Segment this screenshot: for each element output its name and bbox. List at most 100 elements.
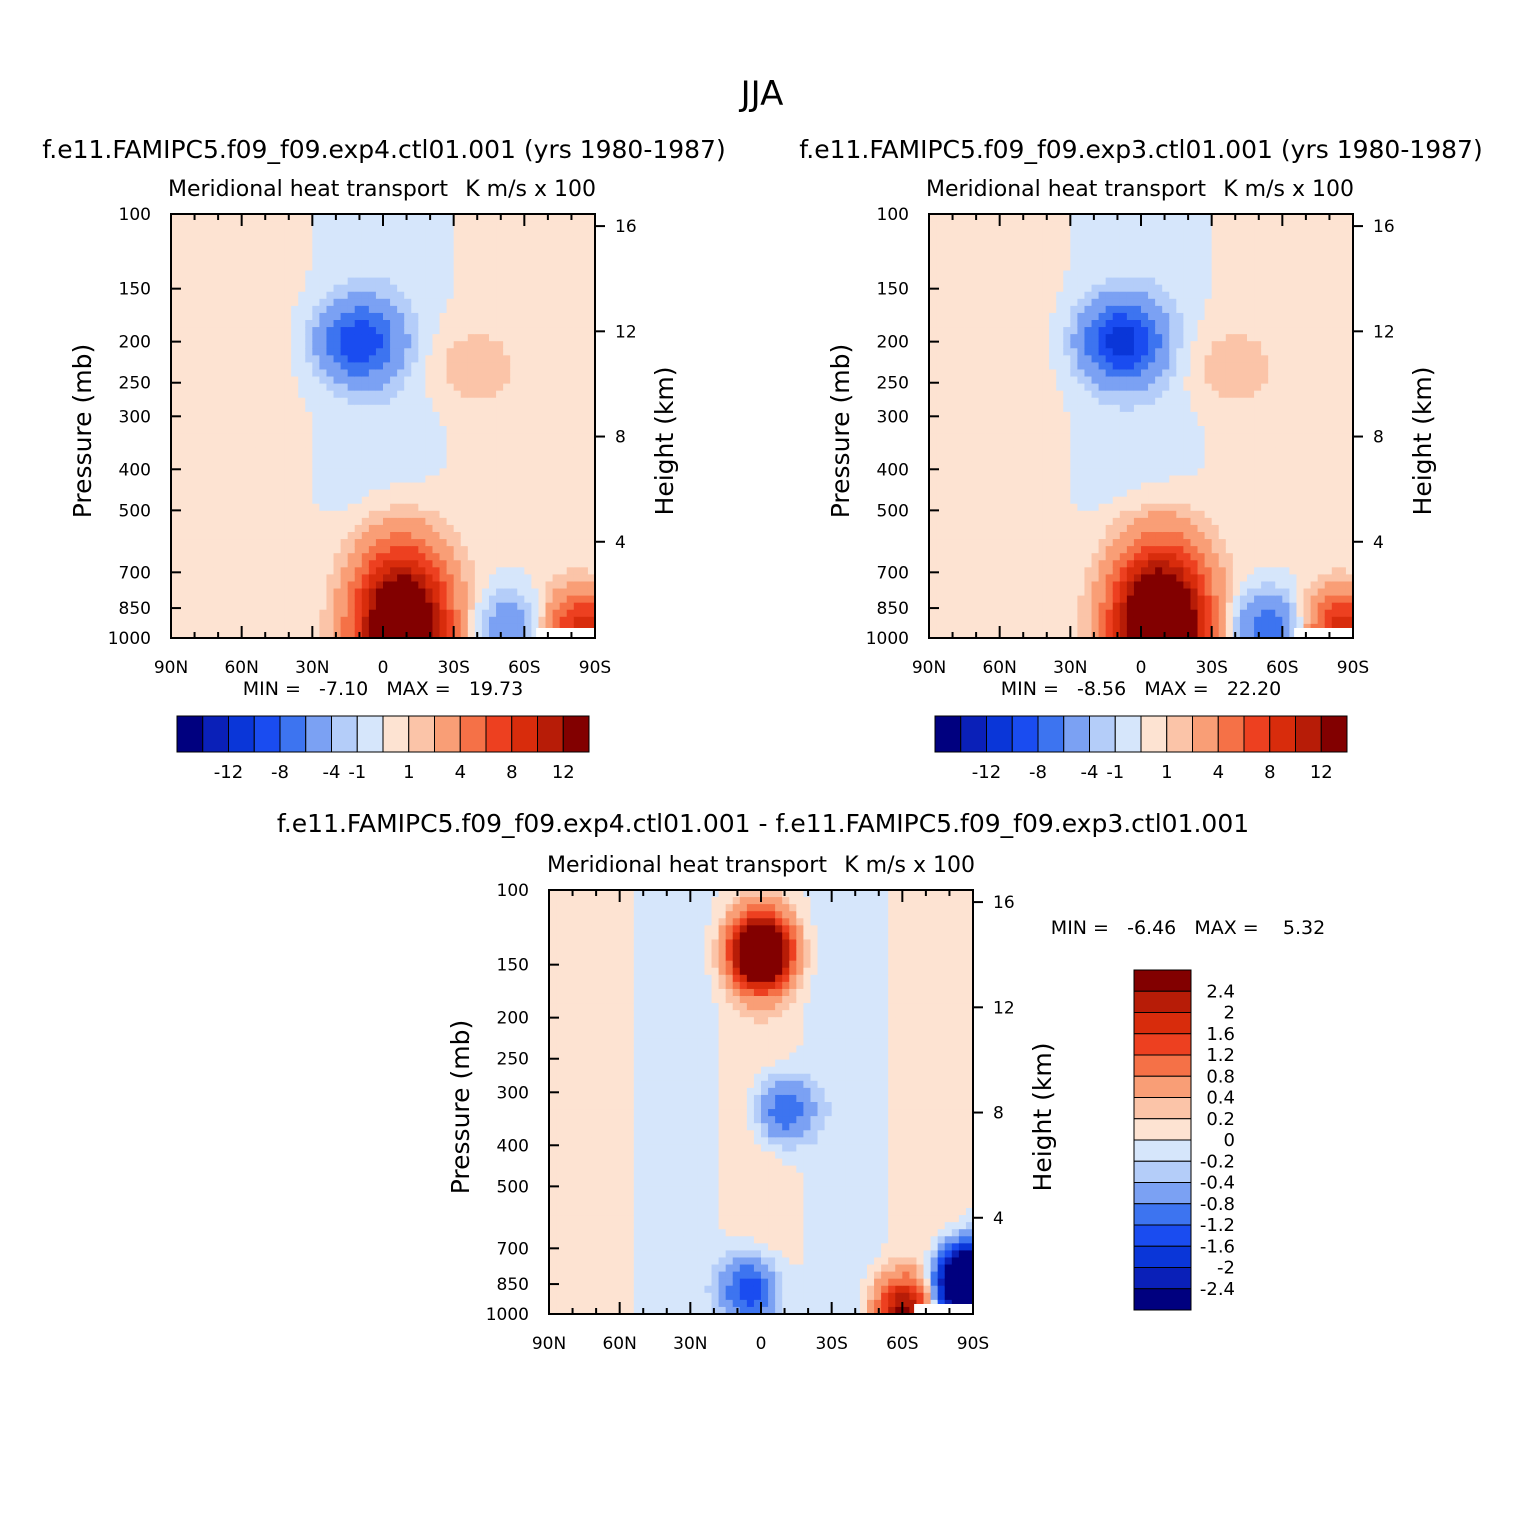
right-cell [1056, 574, 1064, 583]
left-cell [496, 284, 504, 293]
left-cell [255, 454, 264, 462]
left-cell [460, 228, 469, 236]
left-cell [347, 305, 356, 314]
left-cell [390, 312, 398, 321]
right-cell [943, 539, 951, 547]
left-cell [220, 574, 229, 583]
left-cell [404, 418, 412, 427]
left-cell [262, 270, 271, 279]
left-cell [397, 616, 405, 625]
left-cell [474, 454, 483, 462]
right-cell [992, 270, 1001, 279]
left-cell [255, 341, 264, 349]
right-cell [950, 447, 958, 455]
left-cell [326, 532, 335, 540]
left-cell [347, 376, 356, 385]
left-cell [192, 214, 200, 222]
left-cell [333, 291, 342, 300]
left-cell [298, 348, 306, 356]
right-cell [964, 503, 972, 512]
right-cell [999, 284, 1008, 293]
right-cell [964, 602, 972, 611]
left-cell [298, 355, 306, 363]
left-cell [383, 228, 391, 236]
left-cell [587, 553, 596, 561]
right-cell [985, 228, 994, 236]
left-cell [481, 263, 490, 272]
right-cell [1006, 517, 1015, 526]
left-cell [206, 532, 214, 540]
left-cell [587, 284, 596, 293]
left-cell [340, 327, 349, 335]
left-cell [319, 574, 328, 583]
left-cell [474, 312, 483, 321]
left-cell [580, 517, 589, 526]
left-cell [269, 595, 278, 604]
right-cell [1049, 630, 1057, 639]
left-cell [404, 567, 412, 575]
left-cell [291, 581, 299, 590]
left-cell [340, 630, 349, 639]
right-cell [964, 341, 972, 349]
left-cell [206, 411, 214, 420]
left-cell [397, 320, 405, 328]
left-cell [361, 630, 370, 639]
right-cell [1070, 383, 1078, 392]
right-cell [950, 503, 958, 512]
left-cell [375, 221, 384, 229]
right-cell [1077, 242, 1086, 250]
left-cell [262, 235, 271, 243]
left-cell [545, 341, 554, 349]
left-cell [178, 383, 186, 392]
left-cell [185, 623, 193, 632]
left-cell [333, 546, 342, 554]
left-cell [489, 228, 497, 236]
left-cell [361, 482, 370, 491]
left-cell [439, 482, 448, 491]
left-cell [418, 602, 426, 611]
left-cell [347, 383, 356, 392]
left-xtick-label: 60S [508, 658, 540, 678]
left-cell [545, 305, 554, 314]
left-cell [453, 411, 462, 420]
left-cell [291, 503, 299, 512]
right-cell [936, 468, 944, 477]
right-cell [1027, 341, 1036, 349]
left-cell [503, 609, 511, 618]
right-cell [964, 305, 972, 314]
right-cell [957, 418, 965, 427]
right-cell [1027, 355, 1036, 363]
right-cell [985, 298, 994, 307]
left-cell [305, 454, 313, 462]
left-cell [340, 426, 349, 434]
left-cell [298, 560, 306, 568]
left-cell [192, 341, 200, 349]
left-cell [439, 567, 448, 575]
left-cell [404, 475, 412, 484]
left-cell [185, 503, 193, 512]
left-cell [496, 581, 504, 590]
left-cell [248, 454, 257, 462]
left-cell [269, 602, 278, 611]
left-cell [481, 433, 490, 441]
right-cell [1027, 221, 1036, 229]
left-cell [368, 461, 377, 469]
left-cell [517, 397, 525, 406]
left-cell [241, 489, 250, 498]
left-cell [255, 496, 264, 505]
left-cell [390, 270, 398, 279]
right-cell [943, 397, 951, 406]
left-cell [305, 616, 313, 625]
left-cell [312, 468, 320, 477]
right-cell [971, 369, 980, 378]
left-cell [269, 553, 278, 561]
left-cell [354, 602, 363, 611]
left-cell [587, 404, 596, 413]
left-cell [517, 489, 525, 498]
left-cell [361, 609, 370, 618]
right-cell [1027, 362, 1036, 371]
left-cell [432, 595, 441, 604]
left-cell [206, 362, 214, 371]
right-cell [1070, 454, 1078, 462]
left-cell [460, 595, 469, 604]
